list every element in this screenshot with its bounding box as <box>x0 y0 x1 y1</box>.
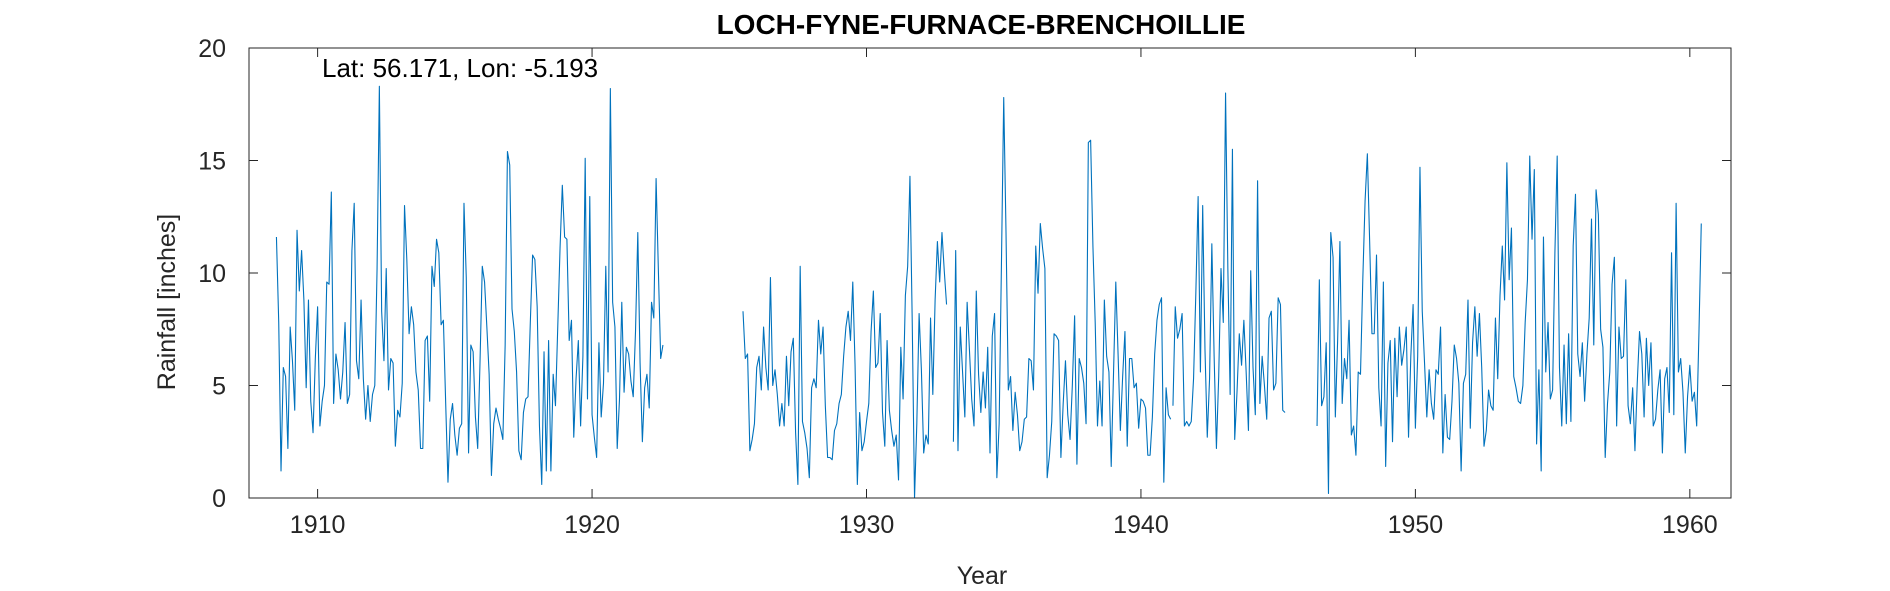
axis-ticks: 1910 1920 1930 1940 1950 1960 0 5 10 15 20 <box>198 35 1731 539</box>
y-tick-label: 15 <box>198 148 226 176</box>
y-tick-label: 10 <box>198 260 226 288</box>
rainfall-series-segment <box>952 96 1172 483</box>
rainfall-series-segment <box>742 175 948 499</box>
x-tick-label: 1910 <box>290 511 346 539</box>
y-axis-label: Rainfall [inches] <box>153 214 181 390</box>
location-annotation: Lat: 56.171, Lon: -5.193 <box>322 53 598 83</box>
y-tick-label: 0 <box>212 485 226 513</box>
y-tick-label: 20 <box>198 35 226 63</box>
y-tick-label: 5 <box>212 373 226 401</box>
x-tick-label: 1940 <box>1113 511 1169 539</box>
rainfall-series-segment <box>1316 153 1702 495</box>
x-tick-label: 1920 <box>564 511 620 539</box>
plot-area <box>275 85 1702 499</box>
x-tick-label: 1950 <box>1388 511 1444 539</box>
x-tick-label: 1930 <box>839 511 895 539</box>
x-tick-label: 1960 <box>1662 511 1718 539</box>
x-axis-label: Year <box>957 562 1008 590</box>
rainfall-series-segment <box>1172 92 1286 450</box>
chart-title: LOCH-FYNE-FURNACE-BRENCHOILLIE <box>717 9 1246 40</box>
rainfall-series-segment <box>275 85 664 486</box>
